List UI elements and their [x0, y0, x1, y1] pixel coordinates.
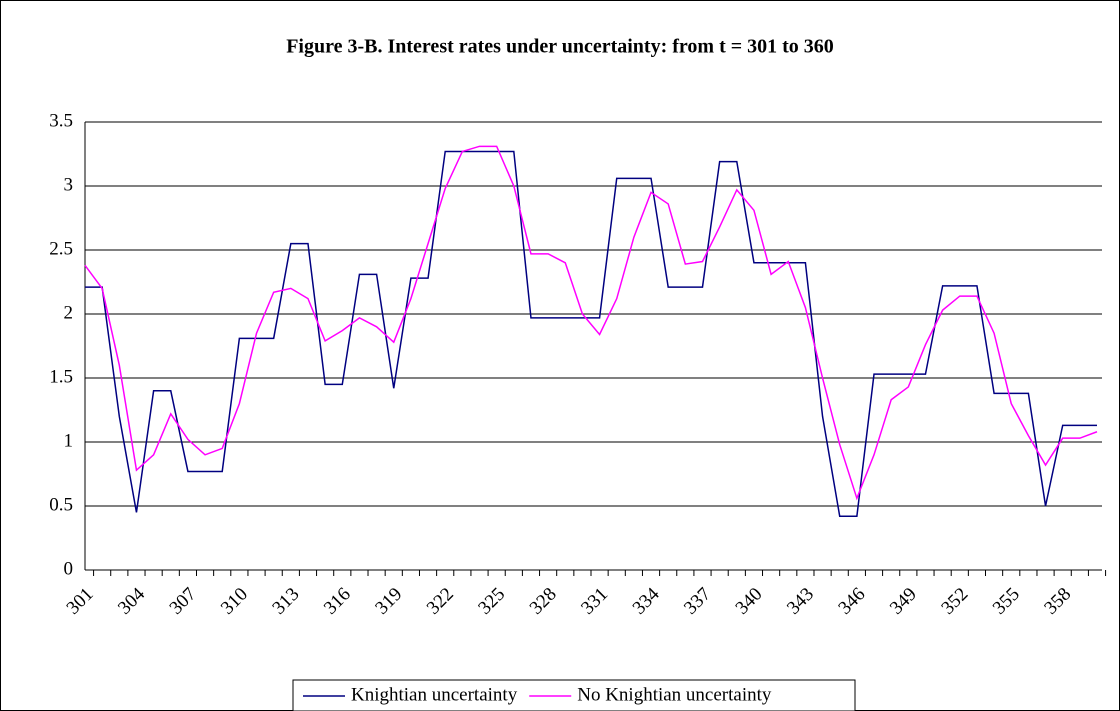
legend-box [292, 679, 856, 711]
y-tick-label: 2 [64, 302, 74, 323]
y-tick-label: 2.5 [49, 238, 73, 259]
y-tick-label: 3 [64, 174, 74, 195]
y-tick-label: 1 [64, 430, 74, 451]
y-tick-label: 3.5 [49, 110, 73, 131]
chart-title: Figure 3-B. Interest rates under uncerta… [286, 36, 834, 58]
series-line [84, 145, 1098, 501]
legend: Knightian uncertainty No Knightian uncert… [292, 679, 856, 711]
legend-label: Knightian uncertainty [351, 684, 518, 705]
series-line [85, 150, 1097, 517]
y-tick-label: 0 [64, 558, 74, 579]
y-tick-label: 1.5 [49, 366, 73, 387]
y-tick-label: 0.5 [49, 494, 73, 515]
legend-label: No Knightian uncertainty [577, 684, 772, 705]
